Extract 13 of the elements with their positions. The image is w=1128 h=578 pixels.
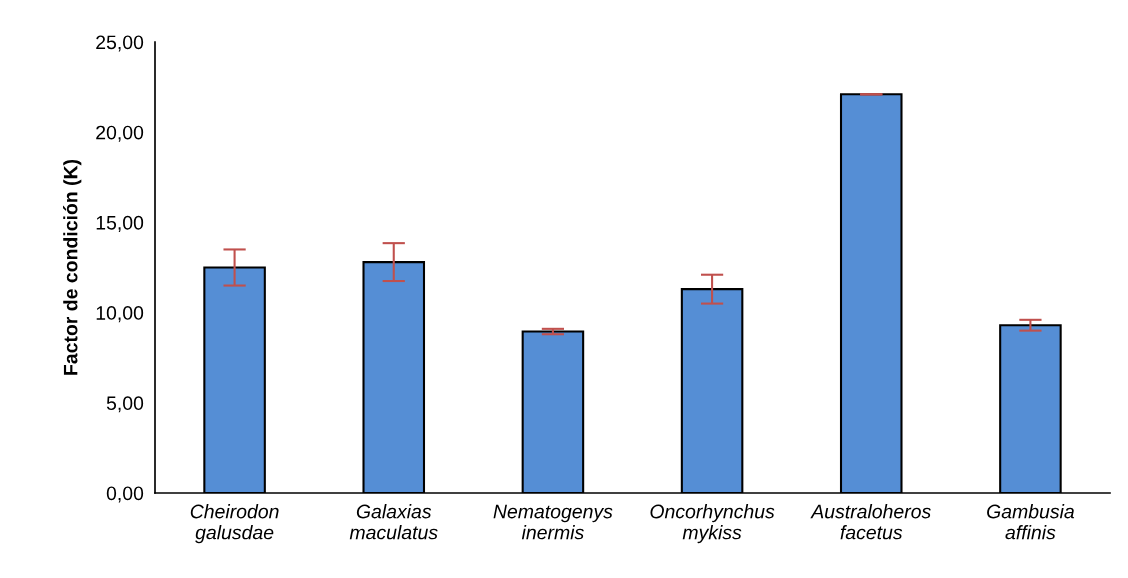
y-axis-title: Factor de condición (K) (63, 159, 82, 375)
x-tick-label: Galaxias maculatus (349, 504, 438, 540)
x-tick-label: Cheirodon galusdae (190, 504, 279, 544)
x-tick-label: Gambusia affinis (987, 504, 1075, 540)
x-tick-label: Nematogenys inermis (493, 504, 613, 540)
y-tick-label: 10,00 (96, 306, 144, 323)
y-tick-label: 25,00 (96, 35, 144, 52)
y-tick-label: 0,00 (106, 486, 144, 503)
x-tick-label: Oncorhynchus mykiss (650, 504, 775, 544)
y-tick-label: 5,00 (106, 396, 144, 413)
x-tick-label: Australoheros facetus (810, 504, 931, 540)
y-tick-label: 20,00 (96, 125, 144, 142)
y-tick-label: 15,00 (96, 215, 144, 232)
